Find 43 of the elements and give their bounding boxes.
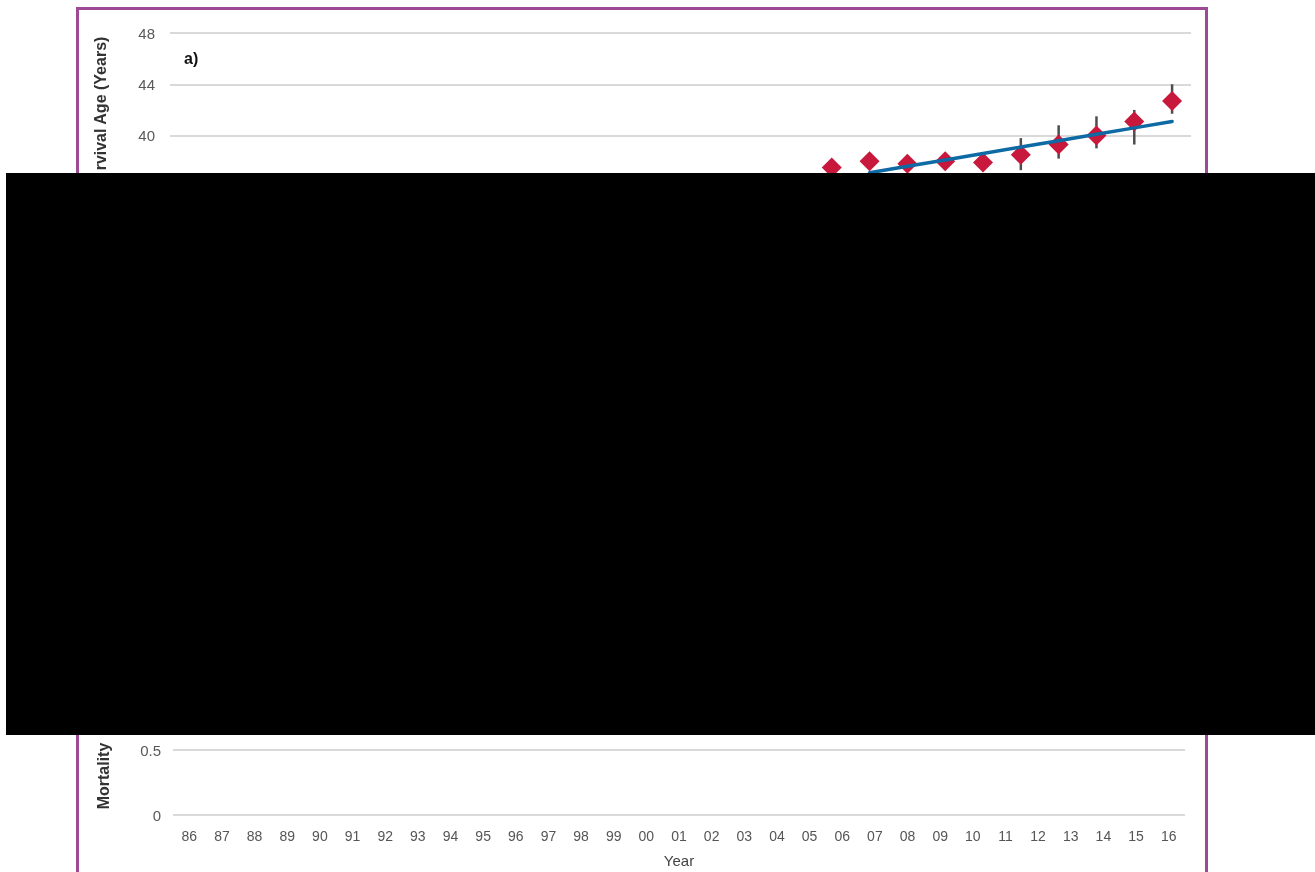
x-tick-label: 95 [475,828,492,844]
x-tick-label: 16 [1160,828,1177,844]
y-tick-label: 44 [138,75,155,93]
x-tick-label: 98 [573,828,590,844]
x-tick-label: 99 [605,828,622,844]
point [859,151,880,172]
x-tick-label: 88 [246,828,263,844]
x-tick-label: 94 [442,828,459,844]
y-tick-label: 40 [138,127,155,145]
y-axis-title: rvival Age (Years) [91,36,109,171]
x-tick-label: 10 [965,828,981,844]
x-tick-label: 11 [998,828,1013,844]
x-tick-label: 02 [703,828,720,844]
x-tick-label: 04 [769,828,785,844]
x-tick-label: 87 [214,828,230,844]
text: a) [184,49,199,67]
y-tick-label: 0.5 [140,741,161,759]
x-tick-label: 05 [801,828,818,844]
x-tick-label: 86 [181,828,198,844]
x-tick-label: 91 [344,828,361,844]
point [1162,90,1183,111]
x-tick-label: 08 [899,828,916,844]
x-tick-label: 89 [279,828,296,844]
x-tick-label: 92 [377,828,394,844]
y-tick-label: 0 [152,806,161,824]
x-tick-label: 07 [867,828,883,844]
point [973,152,994,173]
x-tick-label: 03 [736,828,753,844]
x-tick-label: 09 [932,828,949,844]
x-tick-label: 00 [638,828,655,844]
y-axis-title: Mortality [94,742,112,810]
x-axis-title: Year [663,852,695,869]
x-tick-label: 14 [1095,828,1112,844]
x-tick-label: 01 [671,828,687,844]
x-tick-label: 15 [1128,828,1145,844]
y-tick-label: 48 [138,24,155,42]
x-tick-label: 12 [1030,828,1047,844]
x-tick-label: 90 [312,828,328,844]
x-tick-label: 06 [834,828,851,844]
x-tick-label: 96 [507,828,524,844]
x-tick-label: 13 [1062,828,1079,844]
x-tick-label: 93 [410,828,426,844]
x-tick-label: 97 [540,828,557,844]
